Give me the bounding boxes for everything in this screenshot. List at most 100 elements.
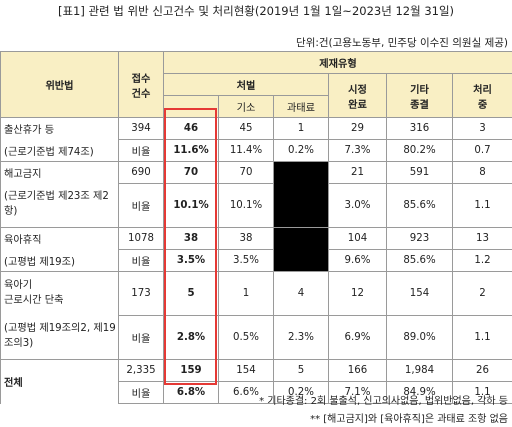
header-row-3: 기소 과태료 (1, 95, 512, 118)
row-law-ref: (근로기준법 제23조 제2항) (0, 183, 119, 228)
header-punishment-total (163, 95, 219, 118)
table-row: (근로기준법 제74조) 비율 11.6% 11.4% 0.2% 7.3% 80… (0, 139, 512, 162)
cell-corrected: 166 (328, 359, 387, 382)
cell-other-ratio: 85.6% (386, 249, 453, 272)
cell-corrected-ratio: 7.3% (328, 139, 387, 162)
cell-fine: 1 (273, 117, 329, 140)
header-other: 기타 종결 (386, 73, 453, 118)
cell-fine-ratio: 2.3% (273, 315, 329, 360)
header-processing-line1: 처리 (473, 84, 492, 96)
redacted-fine-cell (273, 161, 329, 228)
cell-indict: 70 (218, 161, 274, 184)
cell-other: 154 (386, 271, 453, 316)
table-row: 출산휴가 등 394 46 45 1 29 316 3 (0, 117, 512, 140)
cell-punish: 5 (163, 271, 219, 316)
cell-processing-ratio: 1.1 (451, 315, 512, 360)
cell-received: 690 (118, 161, 164, 184)
cell-punish-ratio: 2.8% (163, 315, 219, 360)
cell-punish-ratio: 11.6% (163, 139, 219, 162)
table-row: (근로기준법 제23조 제2항) 비율 10.1% 10.1% 3.0% 85.… (0, 183, 512, 228)
cell-punish: 70 (163, 161, 219, 184)
cell-processing: 26 (451, 359, 512, 382)
cell-processing: 8 (451, 161, 512, 184)
cell-corrected-ratio: 6.9% (328, 315, 387, 360)
redacted-fine-cell (273, 227, 329, 272)
cell-processing-ratio: 0.7 (451, 139, 512, 162)
cell-corrected: 12 (328, 271, 387, 316)
cell-received: 394 (118, 117, 164, 140)
cell-other-ratio: 89.0% (386, 315, 453, 360)
row-label-total: 전체 (0, 359, 119, 404)
cell-corrected: 104 (328, 227, 387, 250)
table-row: 육아기 근로시간 단축 173 5 1 4 12 154 2 (0, 271, 512, 316)
cell-other: 591 (386, 161, 453, 184)
cell-other: 1,984 (386, 359, 453, 382)
row-law-ref: (고평법 제19조) (0, 249, 119, 272)
table-row-total: 전체 2,335 159 154 5 166 1,984 26 (0, 359, 512, 404)
cell-indict-ratio: 10.1% (218, 183, 274, 228)
header-processing: 처리 중 (451, 73, 512, 118)
cell-ratio-label: 비율 (118, 139, 164, 162)
cell-processing: 2 (451, 271, 512, 316)
cell-corrected: 21 (328, 161, 387, 184)
row-label-line1: 육아기 (4, 279, 33, 291)
unit-source: 단위:건(고용노동부, 민주당 이수진 의원실 제공) (296, 37, 508, 49)
cell-processing-ratio: 1.1 (451, 183, 512, 228)
header-received-line2: 건수 (131, 88, 151, 100)
row-label: 출산휴가 등 (0, 117, 119, 140)
footnote-no-fine: ** [해고금지]와 [육아휴직]은 과태료 조항 없음 (310, 414, 508, 425)
header-received: 접수 건수 (118, 51, 164, 118)
header-row-1: 위반법 접수 건수 제재유형 (0, 51, 512, 118)
row-label: 해고금지 (0, 161, 119, 184)
cell-punish: 46 (163, 117, 219, 140)
cell-punish: 38 (163, 227, 219, 250)
header-fine: 과태료 (273, 95, 329, 118)
cell-processing-ratio: 1.1 (451, 381, 512, 404)
table-row: 해고금지 690 70 70 21 591 8 (0, 161, 512, 228)
header-received-line1: 접수 (131, 73, 151, 85)
cell-received: 2,335 (118, 359, 164, 382)
cell-ratio-label: 비율 (118, 315, 164, 360)
row-law-ref: (근로기준법 제74조) (0, 139, 119, 162)
header-corrected-line1: 시정 (348, 84, 367, 96)
cell-ratio-label: 비율 (118, 381, 164, 404)
cell-indict-ratio: 0.5% (218, 315, 274, 360)
cell-other-ratio: 80.2% (386, 139, 453, 162)
cell-indict-ratio: 11.4% (218, 139, 274, 162)
cell-punish-ratio: 3.5% (163, 249, 219, 272)
row-law-ref: (고평법 제19조의2, 제19조의3) (0, 315, 119, 360)
header-corrected: 시정 완료 (328, 73, 387, 118)
header-punishment: 처벌 (163, 73, 329, 96)
cell-indict: 154 (218, 359, 274, 382)
row-label: 육아기 근로시간 단축 (0, 271, 119, 316)
header-processing-line2: 중 (477, 99, 488, 111)
cell-processing-ratio: 1.2 (451, 249, 512, 272)
table-row-total-ratio: 비율 6.8% 6.6% 0.2% 7.1% 84.9% 1.1 (1, 381, 512, 404)
footnote-other: * 기타종결: 2회 불출석, 신고의사없음, 법위반없음, 각하 등 (259, 396, 508, 407)
cell-other-ratio: 85.6% (386, 183, 453, 228)
table-row: 육아휴직 1078 38 38 104 923 13 (0, 227, 512, 272)
row-label-line2: 근로시간 단축 (4, 294, 64, 306)
header-violation-law: 위반법 (0, 51, 119, 118)
header-row-2: 처벌 시정 완료 기타 종결 처리 중 (1, 73, 512, 118)
cell-indict-ratio: 3.5% (218, 249, 274, 272)
cell-processing: 13 (451, 227, 512, 250)
table-row: (고평법 제19조) 비율 3.5% 3.5% 9.6% 85.6% 1.2 (0, 249, 512, 272)
cell-corrected-ratio: 3.0% (328, 183, 387, 228)
cell-fine-ratio: 0.2% (273, 139, 329, 162)
cell-indict: 38 (218, 227, 274, 250)
cell-ratio-label: 비율 (118, 183, 164, 228)
cell-processing: 3 (451, 117, 512, 140)
cell-fine: 4 (273, 271, 329, 316)
table-row: (고평법 제19조의2, 제19조의3) 비율 2.8% 0.5% 2.3% 6… (0, 315, 512, 360)
cell-ratio-label: 비율 (118, 249, 164, 272)
cell-indict-ratio: 6.6% (218, 381, 274, 404)
table-title: [표1] 관련 법 위반 신고건수 및 처리현황(2019년 1월 1일~202… (57, 4, 455, 18)
cell-corrected: 29 (328, 117, 387, 140)
cell-other: 316 (386, 117, 453, 140)
row-label: 육아휴직 (0, 227, 119, 250)
cell-fine: 5 (273, 359, 329, 382)
cell-corrected-ratio: 9.6% (328, 249, 387, 272)
cell-punish-ratio: 6.8% (163, 381, 219, 404)
violation-table: 위반법 접수 건수 제재유형 처벌 시정 완료 기타 종결 처리 중 (0, 51, 512, 404)
